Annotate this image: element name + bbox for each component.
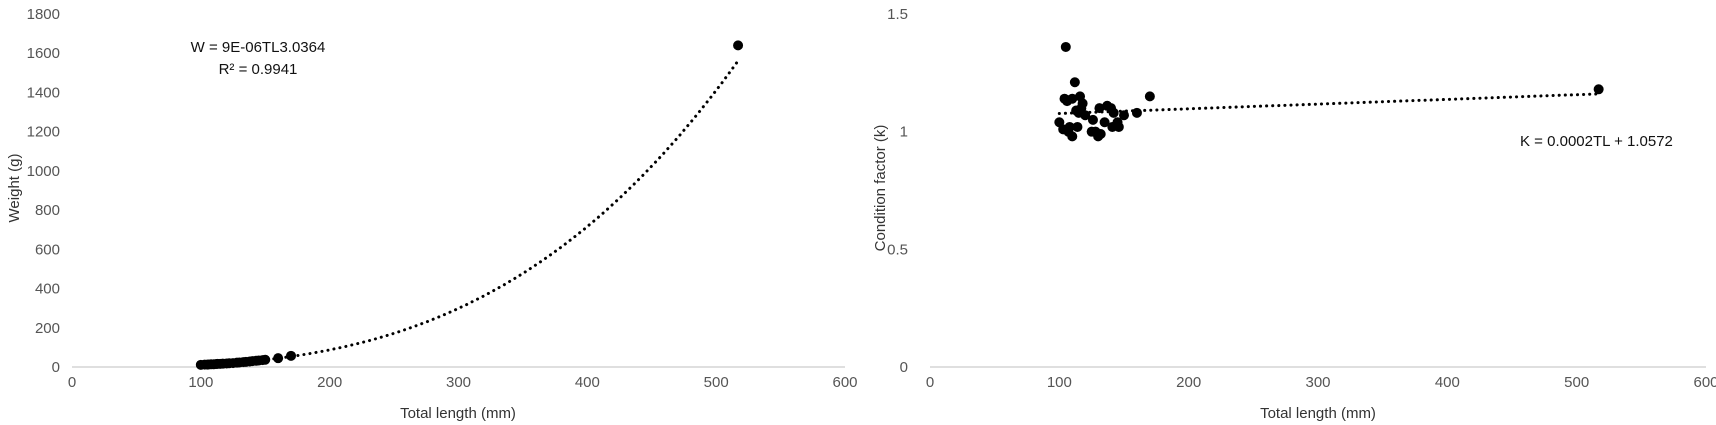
- data-point: [273, 353, 284, 364]
- trendline-path: [199, 59, 740, 367]
- data-points: [195, 40, 744, 370]
- data-point: [1067, 131, 1078, 142]
- x-tick-label: 100: [188, 374, 213, 391]
- data-point: [1080, 110, 1091, 121]
- x-tick-label: 300: [446, 374, 471, 391]
- y-tick-label: 1200: [27, 124, 60, 141]
- data-point: [1067, 93, 1078, 104]
- y-tick-label: 0.5: [887, 241, 908, 258]
- data-point: [1087, 114, 1098, 125]
- x-tick-label: 0: [68, 374, 76, 391]
- data-point: [1108, 107, 1119, 118]
- weight-length-chart: 0 100 200 300 400 500 600 0 200 400 600 800 1000 120…: [6, 6, 858, 422]
- x-tick-label: 500: [704, 374, 729, 391]
- data-point: [733, 40, 744, 51]
- y-tick-label: 1: [900, 124, 908, 141]
- x-tick-label: 200: [1176, 374, 1201, 391]
- data-point: [1593, 84, 1604, 95]
- x-tick-label: 100: [1047, 374, 1072, 391]
- data-point: [286, 350, 297, 361]
- x-tick-label: 300: [1305, 374, 1330, 391]
- x-tick-label: 400: [1435, 374, 1460, 391]
- data-point: [260, 354, 271, 365]
- x-tick-label: 200: [317, 374, 342, 391]
- equation-annotation: W = 9E-06TL3.0364: [191, 39, 326, 56]
- y-tick-label: 600: [35, 241, 60, 258]
- x-tick-label: 600: [1693, 374, 1716, 391]
- y-tick-label: 1800: [27, 6, 60, 23]
- y-tick-label: 0: [900, 359, 908, 376]
- data-point: [1072, 121, 1083, 132]
- y-tick-label: 1.5: [887, 6, 908, 23]
- data-point: [1060, 41, 1071, 52]
- data-point: [1077, 98, 1088, 109]
- condition-factor-chart: 0 100 200 300 400 500 600 0 0.5 1 1.5 Total lengt…: [872, 6, 1716, 422]
- data-points: [1054, 41, 1604, 142]
- x-axis-title: Total length (mm): [400, 405, 516, 422]
- y-tick-label: 800: [35, 202, 60, 219]
- x-tick-label: 400: [575, 374, 600, 391]
- data-point: [1131, 107, 1142, 118]
- y-tick-label: 0: [52, 359, 60, 376]
- data-point: [1099, 117, 1110, 128]
- x-tick-labels: 0 100 200 300 400 500 600: [926, 374, 1716, 391]
- data-point: [1095, 129, 1106, 140]
- y-axis-title: Condition factor (k): [872, 125, 889, 252]
- y-tick-label: 200: [35, 320, 60, 337]
- y-tick-label: 400: [35, 281, 60, 298]
- data-point: [1069, 77, 1080, 88]
- power-trendline: [199, 59, 740, 367]
- x-tick-labels: 0 100 200 300 400 500 600: [68, 374, 858, 391]
- y-tick-labels: 0 200 400 600 800 1000 1200 1400 1600 1800: [27, 6, 60, 376]
- x-tick-label: 500: [1564, 374, 1589, 391]
- data-point: [1119, 110, 1129, 121]
- y-tick-label: 1400: [27, 84, 60, 101]
- y-tick-label: 1000: [27, 163, 60, 180]
- r-squared-annotation: R² = 0.9941: [219, 61, 298, 78]
- data-point: [1144, 91, 1155, 102]
- linear-trendline: [1057, 92, 1601, 115]
- y-tick-label: 1600: [27, 45, 60, 62]
- equation-annotation: K = 0.0002TL + 1.0572: [1520, 133, 1673, 150]
- x-axis-title: Total length (mm): [1260, 405, 1376, 422]
- trendline-path: [1057, 92, 1601, 115]
- data-point: [1064, 121, 1075, 132]
- data-point: [1113, 121, 1124, 132]
- y-axis-title: Weight (g): [6, 154, 23, 223]
- data-point: [1094, 103, 1105, 114]
- y-tick-labels: 0 0.5 1 1.5: [887, 6, 908, 376]
- x-tick-label: 0: [926, 374, 934, 391]
- x-tick-label: 600: [832, 374, 857, 391]
